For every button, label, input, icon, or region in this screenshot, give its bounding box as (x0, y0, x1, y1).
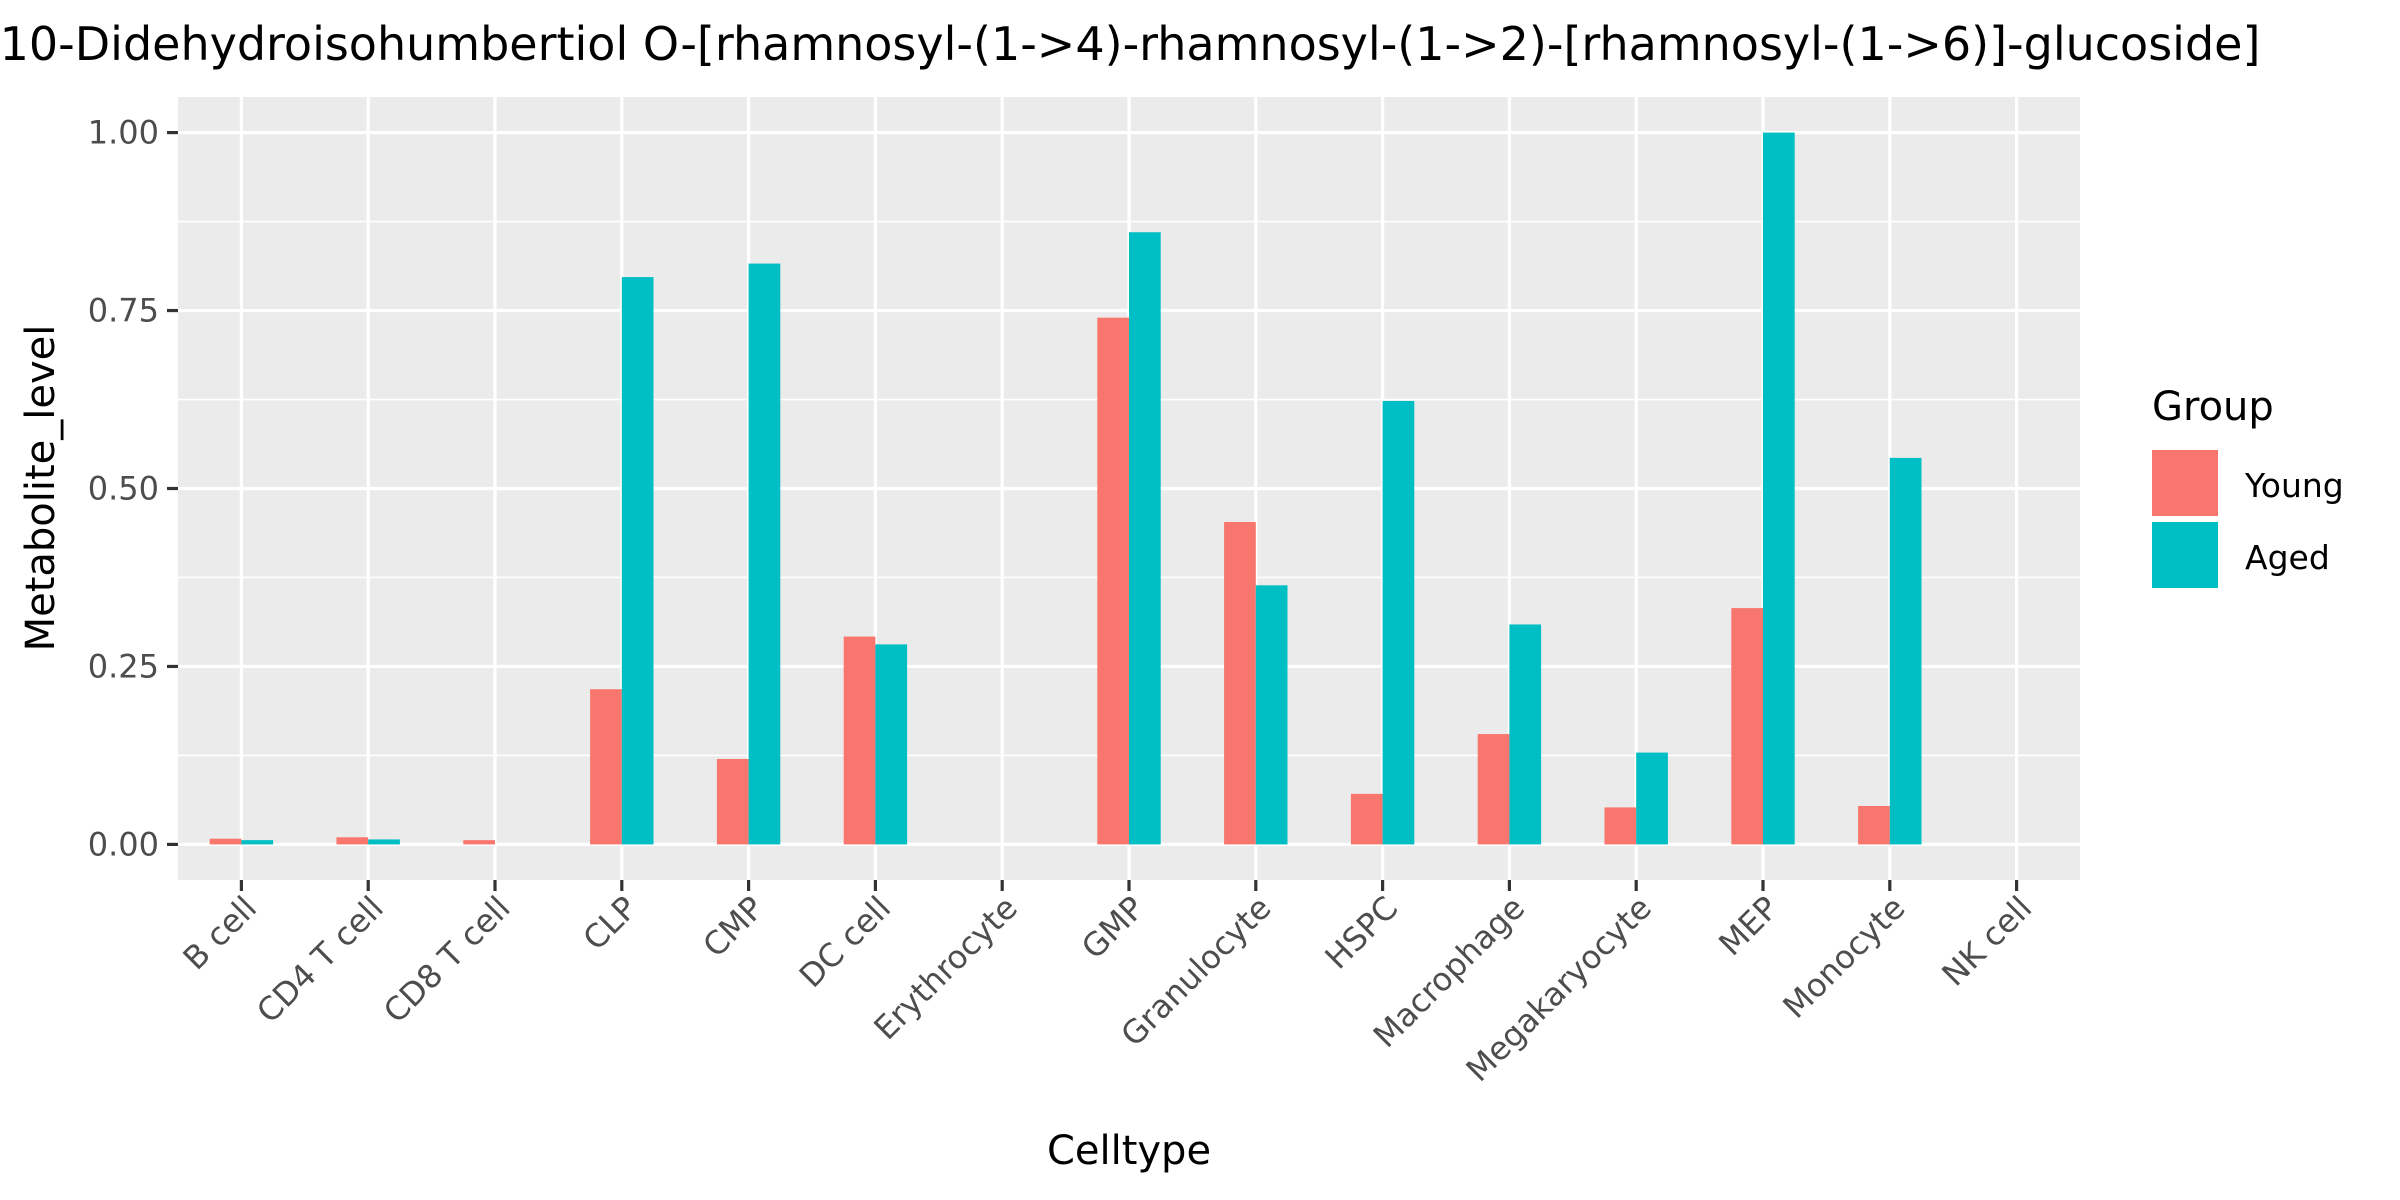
bar-aged-mep (1763, 132, 1795, 845)
bar-young-mep (1731, 608, 1763, 845)
bar-aged-gmp (1129, 232, 1161, 845)
y-tick-label: 1.00 (88, 114, 159, 152)
x-tick-label: GMP (1074, 889, 1152, 967)
bar-young-gmp (1097, 317, 1129, 845)
y-tick-label: 0.75 (88, 292, 159, 330)
bar-young-clp (590, 689, 622, 845)
x-tick-label: MEP (1711, 889, 1785, 963)
x-tick-label: NK cell (1934, 889, 2039, 994)
x-tick-label: DC cell (792, 889, 898, 995)
y-tick-label: 0.50 (88, 470, 159, 508)
bar-young-granulocyte (1224, 521, 1256, 845)
bar-aged-cmp (748, 263, 781, 845)
bar-young-cmp (716, 758, 749, 845)
bar-aged-macrophage (1509, 624, 1542, 845)
legend: Group Young Aged (2152, 384, 2344, 588)
x-tick-label: B cell (176, 889, 265, 978)
bar-aged-clp (621, 277, 654, 845)
legend-label-young: Young (2244, 466, 2344, 505)
x-tick-label: CD4 T cell (249, 889, 391, 1031)
legend-title: Group (2152, 384, 2274, 430)
bar-aged-cd4-t-cell (368, 839, 400, 845)
bar-aged-granulocyte (1255, 585, 1288, 845)
x-tick-label: CLP (576, 889, 645, 958)
y-axis-title: Metabolite_level (18, 325, 64, 652)
bar-aged-monocyte (1889, 457, 1922, 845)
bar-young-monocyte (1858, 805, 1890, 845)
bar-aged-b-cell (241, 840, 274, 845)
bar-aged-dc-cell (875, 644, 908, 845)
legend-label-aged: Aged (2245, 538, 2330, 577)
bars (209, 132, 1922, 845)
y-tick-label: 0.00 (88, 825, 159, 863)
bar-aged-megakaryocyte (1636, 752, 1668, 845)
chart-title: 10-Didehydroisohumbertiol O-[rhamnosyl-(… (0, 17, 2260, 71)
x-axis-title: Celltype (1047, 1128, 1211, 1174)
x-tick-label: CD8 T cell (376, 889, 518, 1031)
bar-aged-hspc (1382, 400, 1415, 845)
x-tick-label: Monocyte (1775, 889, 1912, 1026)
y-axis: 0.00 0.25 0.50 0.75 1.00 (88, 114, 178, 863)
bar-young-macrophage (1477, 734, 1510, 845)
legend-swatch-young (2152, 450, 2218, 516)
legend-swatch-aged (2152, 522, 2218, 588)
bar-young-dc-cell (843, 636, 876, 845)
y-tick-label: 0.25 (88, 647, 159, 685)
x-tick-label: CMP (695, 889, 771, 965)
bar-young-hspc (1350, 793, 1383, 845)
bar-young-megakaryocyte (1604, 807, 1637, 845)
bar-young-b-cell (209, 838, 242, 845)
x-tick-label: HSPC (1318, 889, 1406, 977)
bar-young-cd8-t-cell (463, 840, 495, 845)
bar-young-cd4-t-cell (336, 837, 369, 845)
